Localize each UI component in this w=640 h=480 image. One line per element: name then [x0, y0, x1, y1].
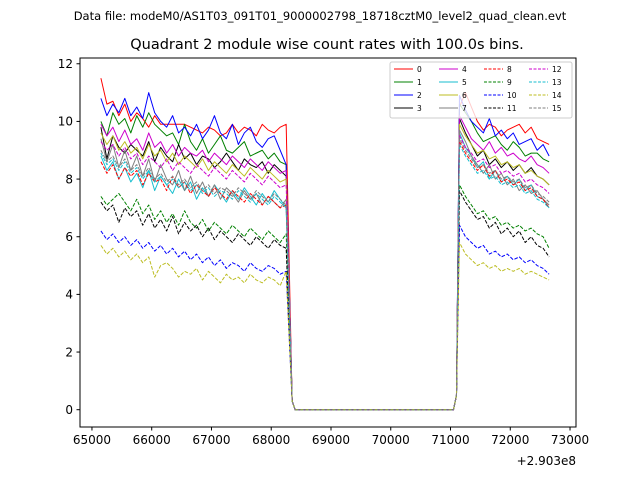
- y-tick-label: 8: [65, 172, 73, 186]
- legend-label-9: 9: [507, 78, 512, 87]
- legend-label-6: 6: [462, 91, 467, 100]
- legend-label-4: 4: [462, 65, 467, 74]
- chart-title: Quadrant 2 module wise count rates with …: [130, 37, 524, 53]
- series-line-3: [100, 118, 550, 411]
- legend-box: [389, 61, 573, 119]
- series-line-10: [100, 224, 550, 411]
- x-tick-label: 71000: [431, 433, 469, 447]
- series-line-8: [100, 141, 550, 411]
- data-file-header: Data file: modeM0/AS1T03_091T01_90000027…: [74, 9, 567, 23]
- legend-label-7: 7: [462, 104, 467, 113]
- series-line-15: [100, 138, 550, 411]
- x-tick-label: 70000: [372, 433, 410, 447]
- series-line-9: [100, 184, 550, 411]
- x-tick-label: 68000: [252, 433, 290, 447]
- y-tick-label: 4: [65, 288, 73, 302]
- x-axis: 65000 66000 67000 68000 69000 70000 71000 72000…: [73, 427, 589, 447]
- x-tick-label: 65000: [73, 433, 111, 447]
- x-tick-label: 66000: [133, 433, 171, 447]
- legend-label-2: 2: [417, 91, 422, 100]
- series-line-0: [100, 78, 550, 411]
- x-tick-label: 73000: [551, 433, 589, 447]
- y-tick-label: 10: [58, 115, 73, 129]
- x-tick-label: 72000: [491, 433, 529, 447]
- y-tick-label: 6: [65, 230, 73, 244]
- legend-label-13: 13: [552, 78, 562, 87]
- series-line-1: [100, 103, 550, 411]
- legend-label-5: 5: [462, 78, 467, 87]
- series-line-12: [100, 135, 550, 411]
- series-line-14: [100, 242, 550, 411]
- y-tick-label: 12: [58, 57, 73, 71]
- x-offset-label: +2.903e8: [517, 454, 576, 468]
- y-axis: 0 2 4 6 8 10 12: [58, 57, 80, 417]
- x-tick-label: 67000: [192, 433, 230, 447]
- legend-label-8: 8: [507, 65, 512, 74]
- legend-label-10: 10: [507, 91, 517, 100]
- legend-label-0: 0: [417, 65, 422, 74]
- legend-label-12: 12: [552, 65, 562, 74]
- series-line-11: [100, 190, 550, 411]
- plot-frame: [79, 57, 577, 428]
- y-tick-label: 0: [65, 403, 73, 417]
- y-tick-label: 2: [65, 345, 73, 359]
- series-line-6: [100, 123, 550, 411]
- series-line-13: [100, 143, 550, 411]
- series-line-2: [100, 92, 550, 411]
- x-tick-label: 69000: [312, 433, 350, 447]
- legend-label-14: 14: [552, 91, 562, 100]
- legend-label-15: 15: [552, 104, 562, 113]
- legend-label-3: 3: [417, 104, 422, 113]
- legend-label-11: 11: [507, 104, 517, 113]
- series-line-4: [100, 115, 550, 411]
- plot-series-group: [100, 78, 550, 411]
- legend-label-1: 1: [417, 78, 422, 87]
